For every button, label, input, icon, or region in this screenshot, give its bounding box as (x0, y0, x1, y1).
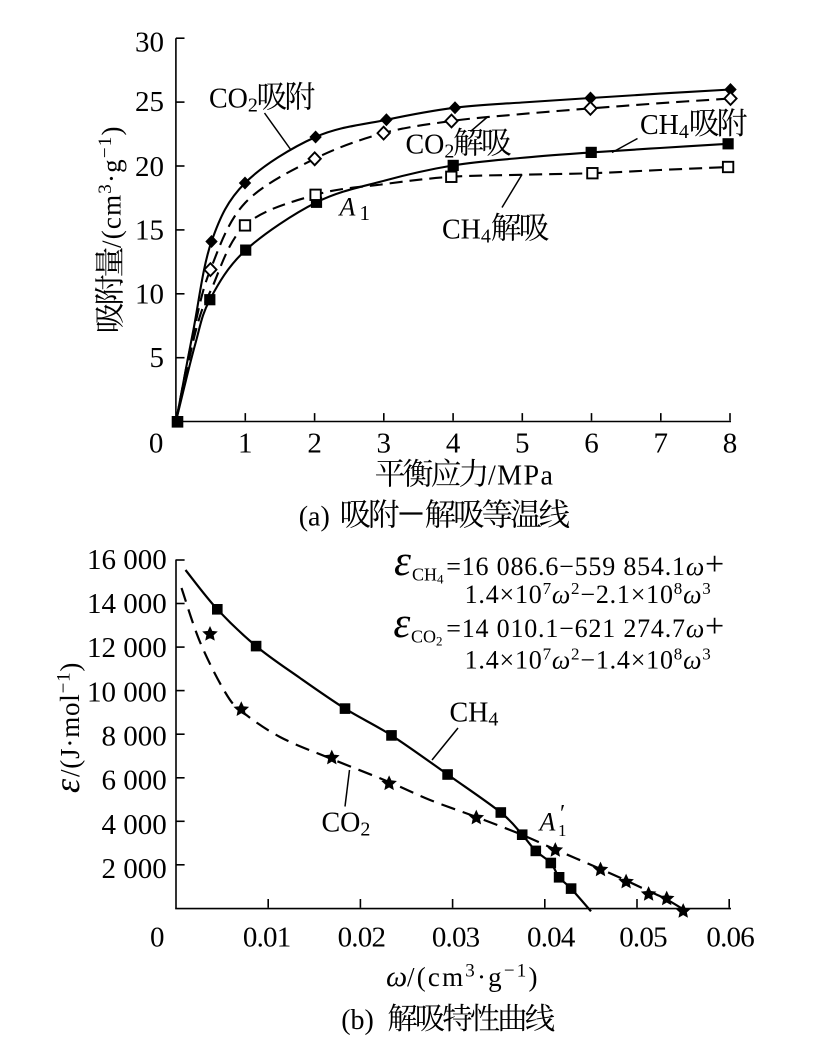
svg-text:12 000: 12 000 (87, 632, 167, 664)
svg-text:10: 10 (135, 278, 164, 310)
svg-text:1: 1 (238, 427, 253, 459)
svg-text:0: 0 (149, 427, 164, 459)
svg-text:0.01: 0.01 (243, 922, 291, 954)
svg-text:7: 7 (654, 427, 669, 459)
svg-text:5: 5 (150, 342, 165, 374)
svg-text:ε: ε (394, 538, 411, 585)
svg-text:A: A (338, 193, 356, 222)
svg-text:0.04: 0.04 (527, 922, 576, 954)
svg-text:5: 5 (515, 427, 530, 459)
svg-text:0.06: 0.06 (706, 922, 754, 954)
svg-text:1: 1 (558, 821, 567, 840)
svg-text:10 000: 10 000 (87, 676, 167, 708)
svg-text:′: ′ (560, 801, 565, 827)
svg-text:0.02: 0.02 (338, 922, 386, 954)
svg-text:16 000: 16 000 (87, 544, 167, 576)
svg-text:2: 2 (307, 427, 322, 459)
svg-text:25: 25 (135, 86, 164, 118)
svg-text:15: 15 (135, 215, 164, 247)
svg-text:4: 4 (446, 427, 461, 459)
svg-text:ε: ε (47, 778, 87, 793)
svg-text:0.03: 0.03 (432, 922, 480, 954)
svg-text:ω: ω (386, 960, 407, 993)
svg-text:3: 3 (377, 427, 392, 459)
svg-text:(a): (a) (299, 502, 330, 533)
svg-text:1: 1 (360, 201, 371, 225)
svg-text:(b): (b) (341, 1005, 374, 1036)
svg-text:=16 086.6−559 854.1ω+: =16 086.6−559 854.1ω+ (446, 546, 725, 583)
svg-text:8 000: 8 000 (102, 721, 167, 753)
svg-text:14 000: 14 000 (87, 588, 167, 620)
svg-text:=14 010.1−621 274.7ω+: =14 010.1−621 274.7ω+ (446, 608, 725, 645)
svg-text:ε: ε (393, 600, 410, 647)
svg-text:6: 6 (584, 427, 599, 459)
svg-text:CH4: CH4 (412, 565, 444, 587)
svg-text:0.05: 0.05 (619, 922, 667, 954)
svg-text:A: A (538, 808, 556, 837)
svg-text:/MPa: /MPa (488, 461, 554, 492)
svg-text:1.4×107ω2−1.4×108ω3: 1.4×107ω2−1.4×108ω3 (465, 644, 712, 674)
svg-text:20: 20 (135, 151, 164, 183)
svg-text:6 000: 6 000 (102, 765, 167, 797)
svg-text:30: 30 (135, 26, 164, 58)
svg-text:CO2: CO2 (411, 627, 443, 649)
svg-text:8: 8 (723, 427, 738, 459)
svg-text:4 000: 4 000 (102, 809, 167, 841)
svg-text:0: 0 (150, 922, 165, 954)
svg-text:1.4×107ω2−2.1×108ω3: 1.4×107ω2−2.1×108ω3 (465, 579, 712, 609)
svg-text:2 000: 2 000 (102, 853, 167, 885)
